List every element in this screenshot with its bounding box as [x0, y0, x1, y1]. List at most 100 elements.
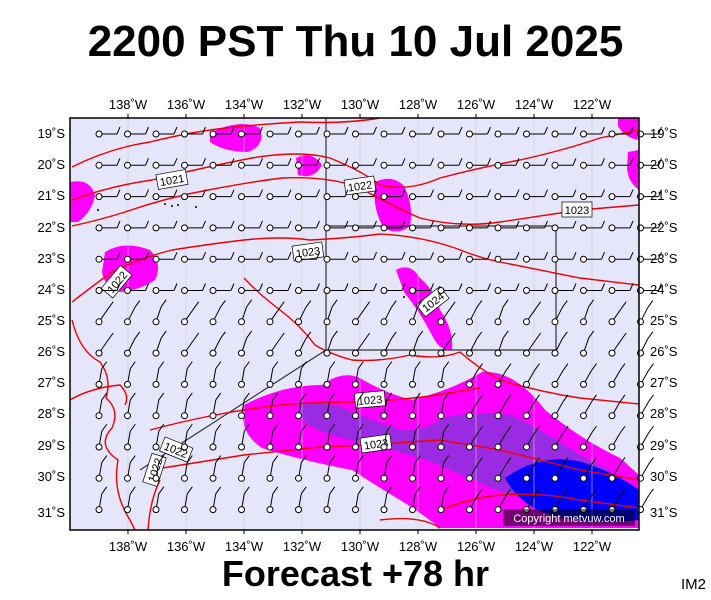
- wind-station-circle: [124, 287, 131, 294]
- wind-station-circle: [409, 318, 416, 326]
- wind-station-circle: [124, 349, 131, 357]
- wind-barb-feather: [129, 423, 136, 432]
- wind-station-circle: [95, 474, 103, 482]
- wind-barb-feather: [458, 252, 463, 260]
- wind-station-circle: [124, 380, 131, 388]
- wind-station-circle: [523, 349, 530, 357]
- wind-barb-feather: [259, 220, 263, 229]
- wind-barb-feather: [134, 331, 141, 340]
- wind-station-circle: [209, 443, 217, 451]
- wind-station-circle: [124, 224, 131, 232]
- wind-barb-feather: [544, 126, 548, 135]
- wind-barb-feather: [287, 283, 292, 291]
- wind-station-circle: [124, 506, 131, 514]
- wind-station-circle: [152, 443, 160, 451]
- wind-barb-feather: [243, 361, 250, 369]
- lat-label: 29˚S: [650, 438, 678, 453]
- wind-station-circle: [95, 255, 103, 263]
- wind-barb-feather: [401, 158, 406, 166]
- wind-barb-feather: [373, 220, 377, 229]
- isobar-label: 1023: [565, 205, 589, 217]
- wind-barb-feather: [647, 331, 654, 340]
- wind-barb-feather: [243, 486, 250, 495]
- wind-barb-feather: [215, 455, 222, 463]
- wind-station-circle: [352, 380, 359, 388]
- wind-station-circle: [437, 287, 445, 294]
- wind-station-circle: [494, 161, 502, 169]
- wind-barb-feather: [430, 189, 434, 197]
- wind-station-circle: [323, 318, 331, 326]
- wind-barb-feather: [186, 423, 193, 432]
- wind-barb-feather: [344, 283, 349, 291]
- wind-barb-feather: [357, 423, 364, 432]
- wind-barb-feather: [505, 457, 512, 465]
- wind-station-circle: [523, 474, 530, 482]
- lon-label: 136˚W: [167, 539, 206, 554]
- lon-label: 128˚W: [399, 97, 438, 112]
- wind-barb-feather: [430, 283, 434, 291]
- wind-station-circle: [409, 412, 416, 420]
- wind-barb-feather: [534, 394, 540, 403]
- wind-station-circle: [323, 380, 331, 388]
- wind-barb-feather: [129, 486, 136, 495]
- wind-station-circle: [209, 161, 217, 169]
- wind-station-circle: [352, 443, 359, 451]
- wind-station-circle: [551, 380, 559, 388]
- wind-barb-feather: [160, 299, 167, 307]
- wind-barb-feather: [572, 189, 577, 197]
- wind-barb-feather: [215, 392, 222, 401]
- wind-barb-feather: [186, 486, 193, 495]
- lat-label: 25˚S: [38, 313, 66, 328]
- wind-barb-feather: [259, 283, 263, 291]
- wind-barb-feather: [591, 394, 597, 403]
- wind-station-circle: [523, 443, 530, 451]
- wind-station-circle: [238, 349, 245, 357]
- wind-station-circle: [266, 349, 274, 357]
- wind-station-circle: [181, 193, 188, 201]
- wind-barb-feather: [134, 300, 141, 308]
- wind-barb-feather: [619, 394, 626, 403]
- wind-barb-feather: [116, 252, 121, 260]
- wind-station-circle: [466, 380, 473, 388]
- wind-barb-feather: [316, 252, 320, 260]
- wind-station-circle: [95, 193, 103, 201]
- wind-station-circle: [380, 412, 388, 420]
- wind-station-circle: [580, 474, 587, 482]
- wind-barb-feather: [364, 332, 371, 341]
- wind-barb-feather: [129, 392, 136, 401]
- wind-barb-feather: [601, 283, 605, 291]
- wind-barb-feather: [272, 423, 279, 432]
- wind-station-circle: [523, 255, 530, 263]
- wind-station-circle: [95, 349, 103, 357]
- wind-station-circle: [437, 412, 445, 420]
- wind-station-circle: [466, 318, 473, 326]
- lon-label: 130˚W: [341, 539, 380, 554]
- wind-barb-feather: [572, 126, 577, 135]
- wind-barb-feather: [414, 486, 421, 495]
- wind-station-circle: [551, 474, 559, 482]
- lat-label: 28˚S: [38, 406, 66, 421]
- wind-barb-feather: [129, 361, 136, 369]
- wind-station-circle: [608, 349, 616, 357]
- wind-station-circle: [238, 287, 245, 294]
- wind-barb-feather: [591, 488, 597, 497]
- wind-barb-feather: [186, 455, 193, 463]
- wind-station-circle: [608, 287, 616, 294]
- wind-station-circle: [580, 443, 587, 451]
- wind-barb-feather: [219, 331, 226, 340]
- wind-station-circle: [352, 287, 359, 294]
- wind-barb-feather: [477, 457, 483, 465]
- wind-station-circle: [295, 380, 302, 388]
- copyright-text: Copyright metvuw.com: [513, 513, 624, 525]
- wind-barb-feather: [272, 392, 279, 401]
- wind-station-circle: [580, 287, 587, 294]
- wind-barb-feather: [173, 283, 178, 291]
- wind-barb-feather: [316, 158, 320, 166]
- image-code: IM2: [681, 576, 707, 593]
- wind-station-circle: [124, 474, 131, 482]
- wind-station-circle: [152, 224, 160, 232]
- islands: [97, 203, 405, 298]
- wind-barb-feather: [300, 423, 307, 432]
- wind-station-circle: [266, 380, 274, 388]
